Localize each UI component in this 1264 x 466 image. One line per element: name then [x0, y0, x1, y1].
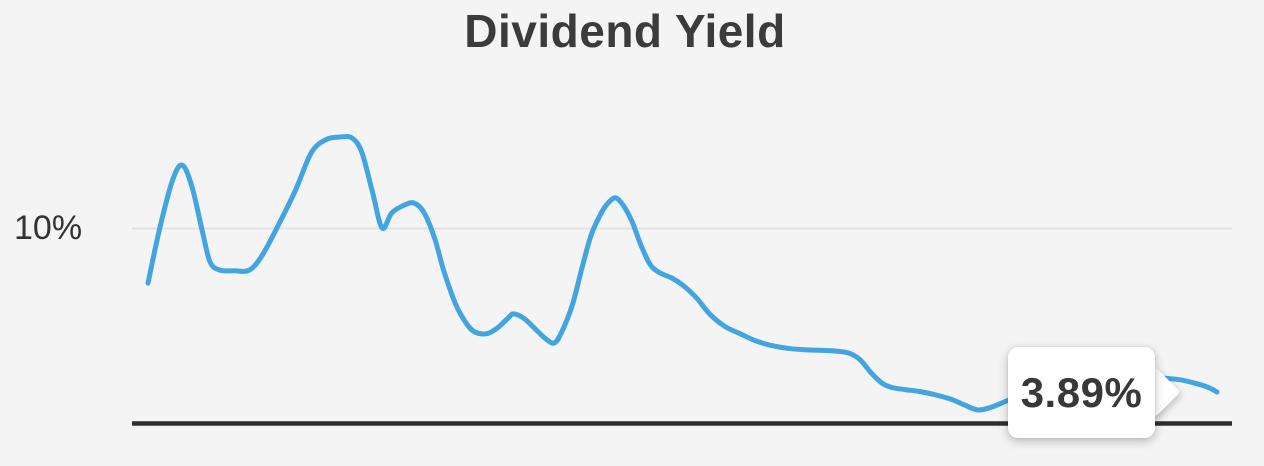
value-tooltip: 3.89%	[1008, 347, 1155, 438]
chart-title: Dividend Yield	[464, 5, 786, 57]
tooltip-value: 3.89%	[1020, 368, 1143, 416]
dividend-yield-line	[145, 134, 1220, 413]
y-axis-tick-label: 10%	[14, 209, 83, 247]
